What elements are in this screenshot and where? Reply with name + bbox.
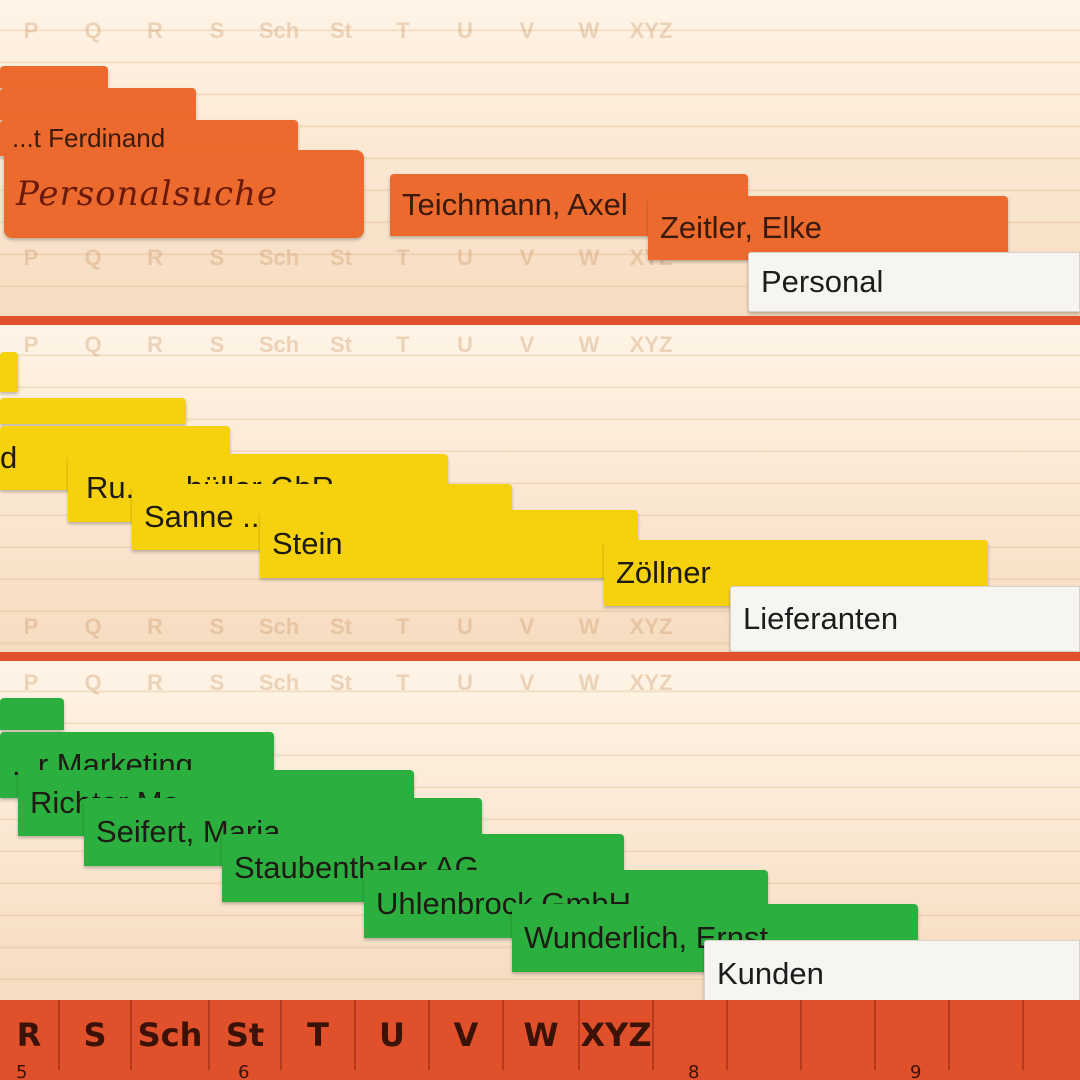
section-label-personal: Personal (748, 252, 1080, 312)
index-cell-empty (950, 1000, 1024, 1070)
index-letter: W (504, 1000, 580, 1070)
section-label-lieferanten: Lieferanten (730, 586, 1080, 652)
index-number: 6 (238, 1062, 250, 1080)
index-letter: S (60, 1000, 132, 1070)
personal-tab[interactable] (0, 88, 196, 120)
index-cell-empty (876, 1000, 950, 1070)
index-letter: XYZ (580, 1000, 654, 1070)
index-letter: Sch (132, 1000, 210, 1070)
index-number: 5 (16, 1062, 28, 1080)
personal-tab-zeitler[interactable]: Zeitler, Elke (648, 196, 1008, 260)
index-cell-empty (654, 1000, 728, 1070)
section-divider (0, 652, 1080, 661)
index-cell-empty (728, 1000, 802, 1070)
supplier-tab-stein[interactable]: Stein (260, 510, 638, 578)
index-number: 9 (910, 1062, 922, 1080)
personal-tab[interactable] (0, 66, 108, 88)
index-letter: V (430, 1000, 504, 1070)
index-letter: T (282, 1000, 356, 1070)
index-cell-empty (802, 1000, 876, 1070)
index-letter: R (0, 1000, 60, 1070)
index-letter: St (210, 1000, 282, 1070)
index-letter: U (356, 1000, 430, 1070)
personal-tab-personalsuche[interactable]: Personalsuche (4, 150, 364, 238)
section-divider (0, 316, 1080, 325)
section-label-kunden: Kunden (704, 940, 1080, 1008)
customer-tab[interactable] (0, 698, 64, 730)
index-number: 8 (688, 1062, 700, 1080)
supplier-tab[interactable] (0, 352, 18, 392)
supplier-tab[interactable] (0, 398, 186, 424)
index-strip (0, 1000, 1080, 1080)
